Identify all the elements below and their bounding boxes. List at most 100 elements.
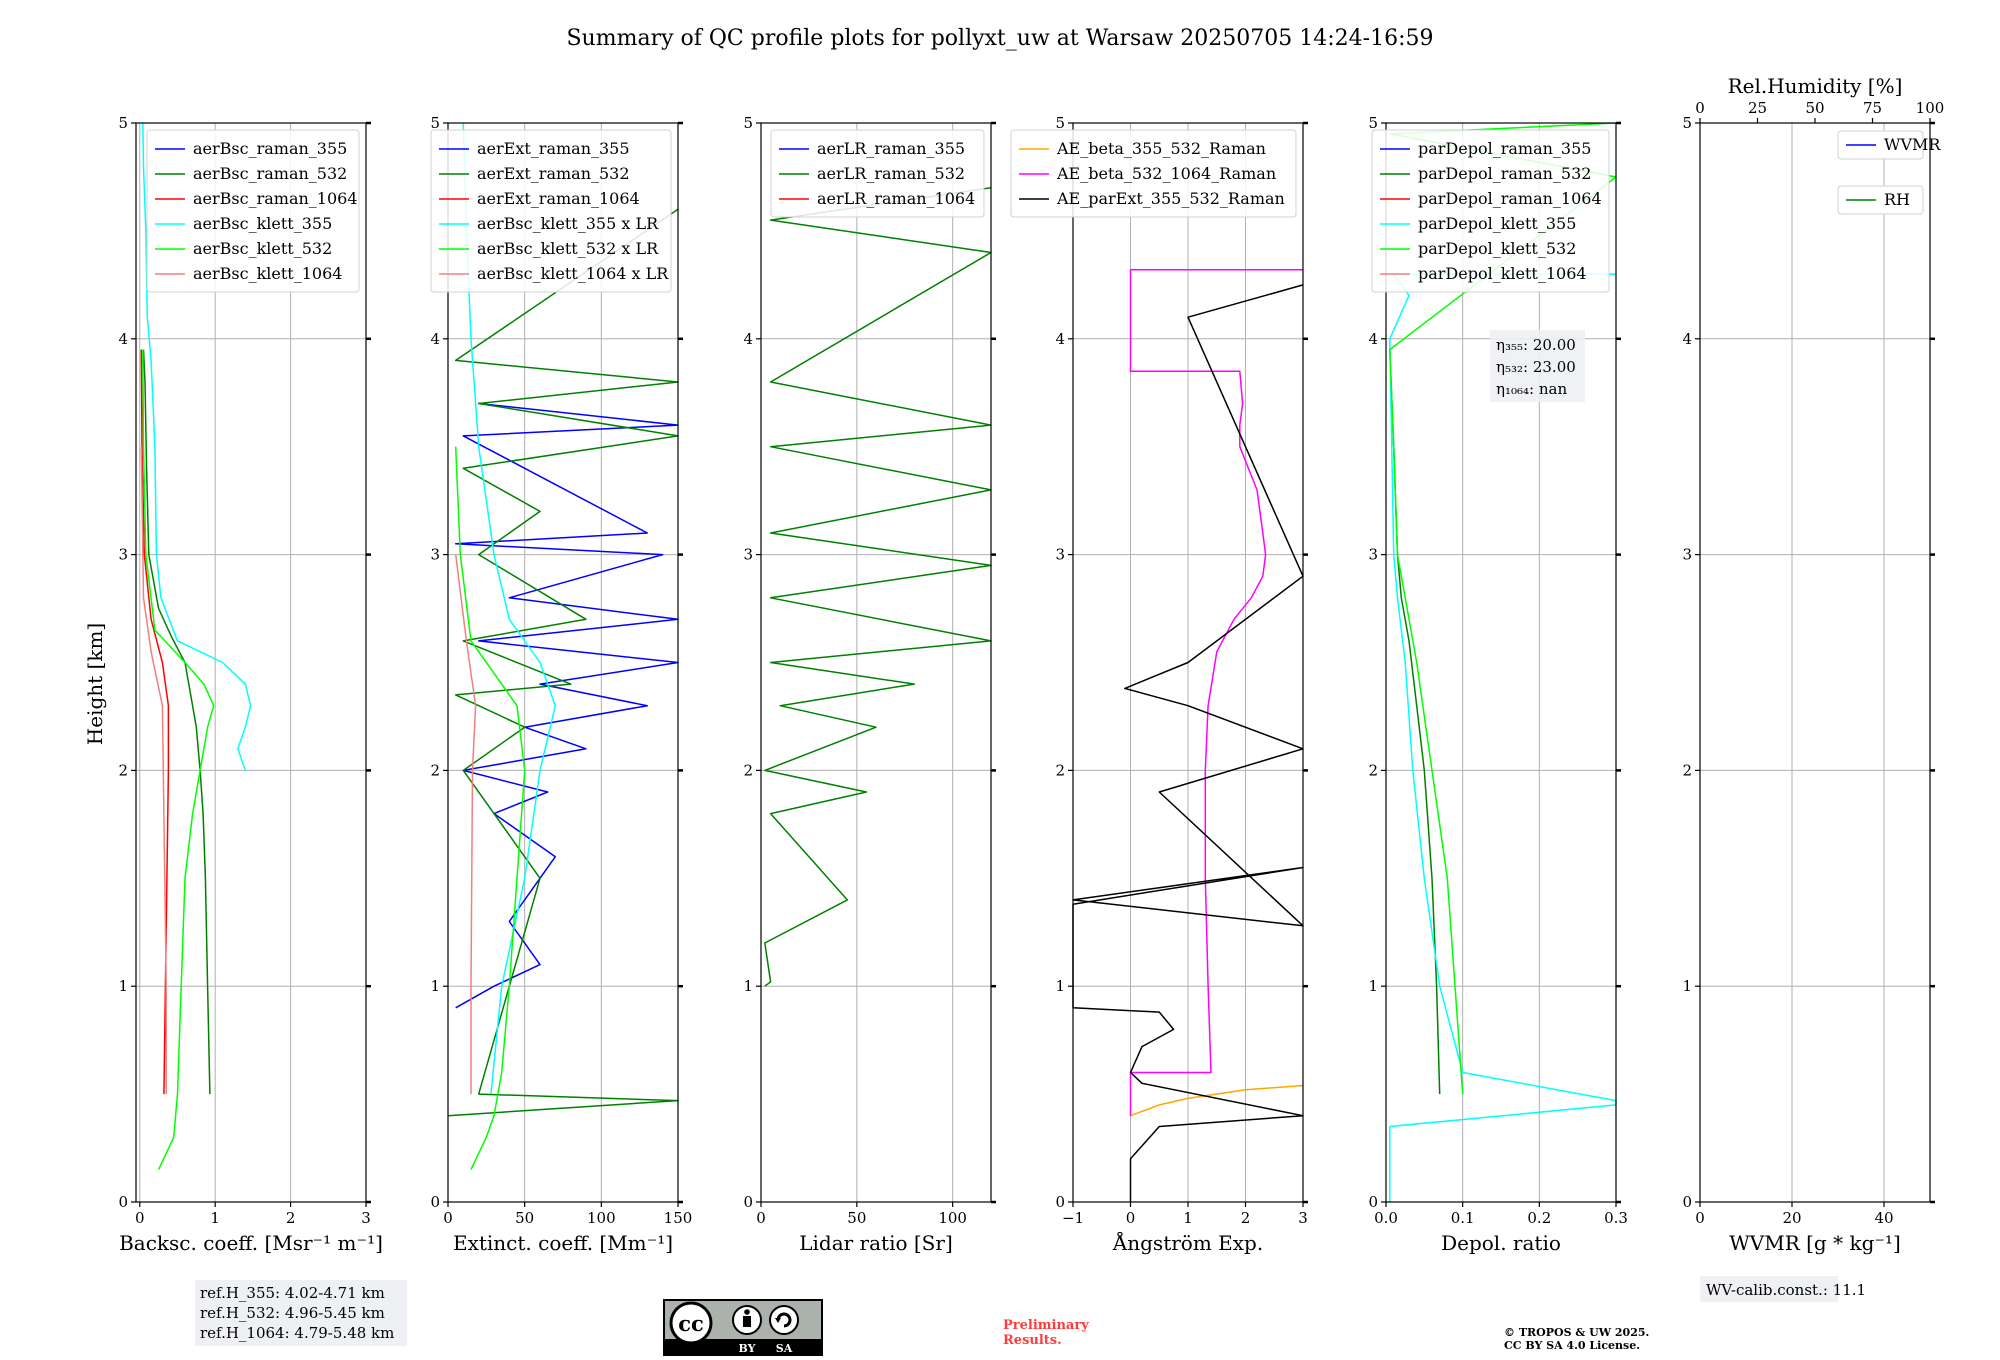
ytick-label: 3 — [430, 546, 440, 564]
ref-height-annotation: ref.H_355: 4.02-4.71 km ref.H_532: 4.96-… — [195, 1280, 407, 1346]
ref-h-355: ref.H_355: 4.02-4.71 km — [200, 1284, 385, 1302]
ytick-label: 2 — [1682, 761, 1692, 779]
xtick-label: 100 — [938, 1209, 967, 1227]
legend-label: aerLR_raman_1064 — [817, 189, 975, 208]
backscatter-xlabel: Backsc. coeff. [Msr⁻¹ m⁻¹] — [119, 1231, 383, 1255]
legend-label: parDepol_klett_532 — [1418, 239, 1576, 258]
ytick-label: 1 — [430, 977, 440, 995]
legend-label: AE_beta_532_1064_Raman — [1056, 164, 1276, 183]
eta-1064: η₁₀₆₄: nan — [1496, 380, 1567, 398]
ytick-label: 0 — [743, 1193, 753, 1211]
lidar_ratio-series — [764, 186, 992, 987]
extinction-series — [447, 122, 679, 1170]
ytick-label: 3 — [1682, 546, 1692, 564]
series-AE-beta-532-1064-Raman — [1129, 268, 1303, 1116]
cc-sa-label: SA — [776, 1342, 793, 1355]
series-parDepol-klett-355 — [1389, 273, 1617, 1202]
xtick-label: 0.2 — [1527, 1209, 1551, 1227]
xtick-label: 0.0 — [1374, 1209, 1398, 1227]
xtick-label: 20 — [1782, 1209, 1801, 1227]
top-xtick-label: 75 — [1863, 99, 1882, 117]
legend-label: aerBsc_raman_1064 — [193, 189, 358, 208]
xtick-label: 0 — [1695, 1209, 1705, 1227]
xtick-label: 100 — [587, 1209, 616, 1227]
ytick-label: 2 — [430, 761, 440, 779]
ytick-label: 2 — [743, 761, 753, 779]
wvmr-xlabel: WVMR [g * kg⁻¹] — [1729, 1231, 1901, 1255]
series-aerBsc-klett-355 — [142, 122, 252, 771]
ytick-label: 3 — [118, 546, 128, 564]
legend-box-RH — [1837, 185, 1924, 215]
series-aerExt-raman-532 — [447, 208, 679, 1117]
extinction-frame — [447, 122, 679, 1203]
legend-label: RH — [1884, 190, 1910, 209]
top-xtick-label: 25 — [1748, 99, 1767, 117]
ytick-label: 2 — [118, 761, 128, 779]
cc-by-sa-logo: cc BY SA — [663, 1299, 823, 1356]
backscatter-legend — [146, 129, 360, 293]
sa-icon — [775, 1312, 792, 1328]
xtick-label: 150 — [664, 1209, 693, 1227]
ytick-label: 5 — [1368, 114, 1378, 132]
series-AE-parExt-355-532-Raman — [1072, 284, 1304, 1202]
depol-frame — [1385, 122, 1617, 1203]
wv-calib-annotation: WV-calib.const.: 11.1 — [1700, 1276, 1866, 1302]
ytick-label: 5 — [743, 114, 753, 132]
xtick-label: 50 — [515, 1209, 534, 1227]
xtick-label: 50 — [847, 1209, 866, 1227]
xtick-label: 0 — [443, 1209, 453, 1227]
series-aerBsc-klett-1064-x-LR — [454, 554, 477, 1095]
lidar_ratio-xlabel: Lidar ratio [Sr] — [799, 1231, 953, 1255]
backscatter-frame — [135, 122, 367, 1203]
legend-label: aerBsc_klett_355 — [193, 214, 332, 233]
angstrom-xlabel: Ångström Exp. — [1112, 1230, 1263, 1255]
backscatter-series — [140, 122, 252, 1170]
series-aerLR-raman-532 — [764, 186, 992, 987]
ytick-label: 0 — [430, 1193, 440, 1211]
ytick-label: 5 — [430, 114, 440, 132]
ytick-label: 1 — [1682, 977, 1692, 995]
ref-h-532: ref.H_532: 4.96-5.45 km — [200, 1304, 385, 1322]
angstrom-legend — [1010, 129, 1297, 218]
ytick-label: 5 — [1682, 114, 1692, 132]
xtick-label: 3 — [361, 1209, 371, 1227]
series-aerBsc-klett-355-x-LR — [462, 122, 557, 1095]
eta-355: η₃₅₅: 20.00 — [1496, 336, 1576, 354]
top-xtick-label: 0 — [1695, 99, 1705, 117]
ytick-label: 4 — [430, 330, 440, 348]
ytick-label: 4 — [1055, 330, 1065, 348]
ytick-label: 4 — [1682, 330, 1692, 348]
legend-label: parDepol_raman_532 — [1418, 164, 1591, 183]
legend-label: parDepol_klett_1064 — [1418, 264, 1587, 283]
legend-label: aerBsc_klett_355 x LR — [477, 214, 659, 233]
extinction-xlabel: Extinct. coeff. [Mm⁻¹] — [453, 1231, 673, 1255]
legend-label: parDepol_raman_1064 — [1418, 189, 1602, 208]
series-aerBsc-klett-1064 — [140, 446, 167, 1095]
legend-label: aerBsc_klett_532 x LR — [477, 239, 659, 258]
ytick-label: 2 — [1368, 761, 1378, 779]
copyright-line-2: CC BY SA 4.0 License. — [1504, 1339, 1640, 1352]
ytick-label: 1 — [118, 977, 128, 995]
ytick-label: 3 — [1368, 546, 1378, 564]
legend-label: aerLR_raman_532 — [817, 164, 965, 183]
legend-label: AE_beta_355_532_Raman — [1056, 139, 1266, 158]
eta-532: η₅₃₂: 23.00 — [1496, 358, 1576, 376]
copyright-line-1: © TROPOS & UW 2025. — [1504, 1326, 1649, 1339]
legend-label: aerBsc_raman_355 — [193, 139, 347, 158]
series-aerBsc-klett-532 — [142, 349, 215, 1170]
legend-label: aerBsc_klett_532 — [193, 239, 332, 258]
series-aerBsc-raman-532 — [142, 349, 211, 1095]
ytick-label: 0 — [118, 1193, 128, 1211]
angstrom-series — [1072, 268, 1304, 1202]
xtick-label: 3 — [1298, 1209, 1308, 1227]
series-aerBsc-klett-532-x-LR — [454, 446, 526, 1170]
legend-label: aerExt_raman_355 — [477, 139, 630, 158]
lidar_ratio-frame — [760, 122, 992, 1203]
legend-label: AE_parExt_355_532_Raman — [1056, 189, 1285, 208]
ytick-label: 4 — [743, 330, 753, 348]
wv-calib-const: WV-calib.const.: 11.1 — [1706, 1281, 1866, 1299]
cc-by-label: BY — [739, 1342, 756, 1355]
